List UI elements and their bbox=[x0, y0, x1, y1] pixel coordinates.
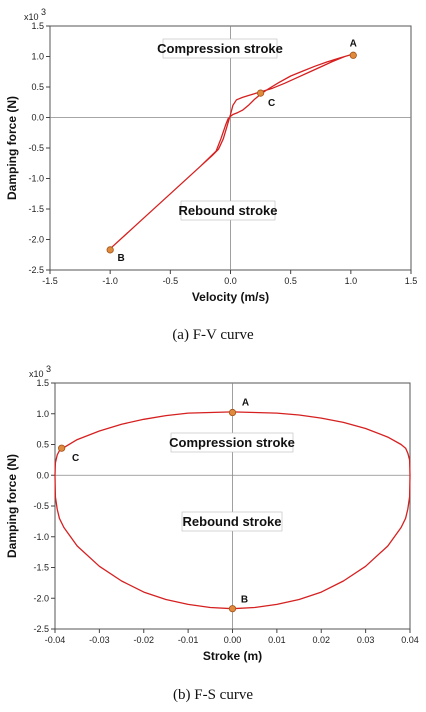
point-label: A bbox=[350, 38, 357, 49]
x-tick-label: -1.0 bbox=[102, 276, 118, 286]
y-tick-label: 1.0 bbox=[31, 52, 44, 62]
annotation-box bbox=[180, 200, 276, 221]
y-multiplier: x10 bbox=[29, 369, 44, 379]
y-tick-label: 0.5 bbox=[36, 440, 49, 450]
x-tick-label: 0.04 bbox=[401, 635, 419, 645]
x-axis-label: Stroke (m) bbox=[203, 649, 262, 663]
point-marker bbox=[228, 408, 237, 417]
y-tick-label: -2.5 bbox=[28, 265, 44, 275]
point-label: A bbox=[242, 398, 249, 409]
y-tick-label: -2.0 bbox=[28, 235, 44, 245]
damping-curve-series-0 bbox=[109, 54, 352, 250]
y-tick-label: 0.0 bbox=[31, 113, 44, 123]
x-tick-label: 1.5 bbox=[405, 276, 418, 286]
x-tick-label: -0.01 bbox=[178, 635, 199, 645]
x-tick-label: -0.04 bbox=[45, 635, 66, 645]
y-tick-label: -2.0 bbox=[33, 593, 49, 603]
y-tick-label: -0.5 bbox=[28, 143, 44, 153]
x-tick-label: -0.5 bbox=[163, 276, 179, 286]
y-multiplier: x10 bbox=[24, 12, 39, 22]
y-tick-label: -2.5 bbox=[33, 624, 49, 634]
point-label: C bbox=[268, 98, 275, 109]
annotation-box bbox=[181, 511, 283, 532]
x-tick-label: 0.5 bbox=[284, 276, 297, 286]
fs-chart-panel: -0.04 -0.03 -0.02 -0.01 0.00 0.01 0.02 0.03 0.04… bbox=[0, 356, 426, 712]
y-tick-label: 0.5 bbox=[31, 82, 44, 92]
x-tick-label: 0.03 bbox=[357, 635, 375, 645]
point-label: C bbox=[72, 453, 79, 464]
fv-caption: (a) F-V curve bbox=[172, 327, 254, 343]
y-tick-label: -1.0 bbox=[28, 174, 44, 184]
annotation-label: Compression stroke bbox=[169, 435, 295, 450]
y-tick-label: -0.5 bbox=[33, 501, 49, 511]
x-axis-label: Velocity (m/s) bbox=[192, 290, 269, 304]
fs-chart: -0.04 -0.03 -0.02 -0.01 0.00 0.01 0.02 0.03 0.04… bbox=[5, 364, 419, 663]
y-axis-label: Damping force (N) bbox=[5, 96, 19, 200]
y-multiplier-exponent: 3 bbox=[46, 364, 51, 374]
y-tick-label: 1.5 bbox=[31, 21, 44, 31]
annotation-box bbox=[170, 432, 294, 453]
y-tick-label: -1.0 bbox=[33, 532, 49, 542]
x-tick-label: 1.0 bbox=[345, 276, 358, 286]
point-marker bbox=[256, 89, 265, 97]
annotation-label: Compression stroke bbox=[157, 41, 283, 56]
point-marker bbox=[106, 246, 114, 254]
point-marker bbox=[58, 444, 66, 452]
point-marker bbox=[349, 51, 357, 59]
x-tick-label: -0.02 bbox=[133, 635, 154, 645]
y-tick-label: 0.0 bbox=[36, 470, 49, 480]
y-tick-label: 1.0 bbox=[36, 409, 49, 419]
point-label: B bbox=[118, 253, 125, 264]
annotation-label: Rebound stroke bbox=[179, 203, 278, 218]
annotation-box bbox=[162, 38, 278, 59]
y-tick-label: -1.5 bbox=[33, 563, 49, 573]
fv-chart: -1.5 -1.0 -0.5 0.0 0.5 1.0 1.5 1.5 1.0 0.5 0.0 -0.5… bbox=[5, 7, 418, 304]
annotation-label: Rebound stroke bbox=[183, 514, 282, 529]
y-multiplier-exponent: 3 bbox=[41, 7, 46, 17]
fs-caption: (b) F-S curve bbox=[173, 687, 253, 703]
x-tick-label: 0.0 bbox=[224, 276, 237, 286]
x-tick-label: 0.00 bbox=[224, 635, 242, 645]
y-tick-label: 1.5 bbox=[36, 378, 49, 388]
x-tick-label: 0.02 bbox=[312, 635, 330, 645]
fv-chart-panel: -1.5 -1.0 -0.5 0.0 0.5 1.0 1.5 1.5 1.0 0.5 0.0 -0.5… bbox=[5, 7, 418, 343]
damping-curve-series-0 bbox=[54, 411, 411, 610]
x-tick-label: -0.03 bbox=[89, 635, 110, 645]
point-marker bbox=[228, 605, 237, 613]
y-axis-label: Damping force (N) bbox=[5, 454, 19, 558]
y-tick-label: -1.5 bbox=[28, 204, 44, 214]
x-tick-label: 0.01 bbox=[268, 635, 286, 645]
point-label: B bbox=[241, 595, 248, 606]
x-tick-label: -1.5 bbox=[42, 276, 58, 286]
